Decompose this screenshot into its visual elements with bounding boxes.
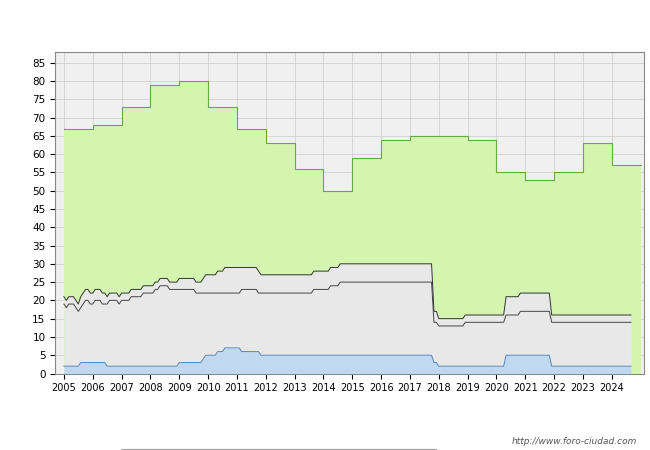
Legend: Ocupados, Parados, Hab. entre 16-64: Ocupados, Parados, Hab. entre 16-64 [120,449,437,450]
Text: http://www.foro-ciudad.com: http://www.foro-ciudad.com [512,436,637,446]
Text: Camarillas - Evolucion de la poblacion en edad de Trabajar Agosto de 2024: Camarillas - Evolucion de la poblacion e… [47,17,603,30]
